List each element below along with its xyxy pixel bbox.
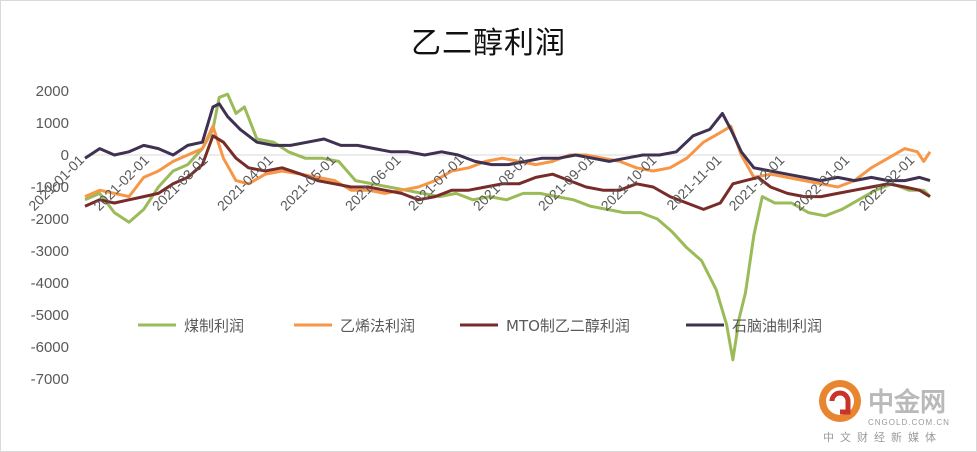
legend: 煤制利润 乙烯法利润 MTO制乙二醇利润 石脑油制利润 [138, 317, 822, 335]
watermark-slogan: 中文财经新媒体 [823, 430, 942, 444]
series-line-2 [84, 124, 932, 199]
y-tick-label: -5000 [31, 307, 69, 324]
y-tick-label: -2000 [31, 211, 69, 228]
chart-title: 乙二醇利润 [411, 26, 566, 61]
legend-label: MTO制乙二醇利润 [506, 317, 630, 335]
x-tick-label: 2021-07-01 [405, 152, 467, 214]
y-tick-label: -1000 [31, 179, 69, 196]
y-tick-label: 0 [61, 147, 69, 164]
y-tick-label: -6000 [31, 339, 69, 356]
x-tick-label: 2021-03-01 [149, 152, 211, 214]
x-tick-label: 2021-06-01 [342, 152, 404, 214]
y-tick-label: -3000 [31, 243, 69, 260]
series-line-4 [84, 102, 931, 183]
legend-label: 石脑油制利润 [732, 317, 822, 335]
y-tick-label: -7000 [31, 371, 69, 388]
legend-label: 乙烯法利润 [340, 317, 415, 335]
x-tick-label: 2021-02-01 [90, 152, 152, 214]
x-tick-label: 2022-02-01 [855, 152, 917, 214]
watermark-domain: CNGOLD.COM.CN [868, 418, 950, 427]
x-tick-label: 2021-04-01 [214, 152, 276, 214]
y-tick-label: -4000 [31, 275, 69, 292]
legend-label: 煤制利润 [184, 317, 244, 335]
watermark-brand: 中金网 [868, 387, 946, 418]
brand-logo [819, 380, 861, 422]
series-line-3 [84, 134, 931, 211]
y-axis: 2000 1000 0 -1000 -2000 -3000 -4000 -5000 -6000 -… [31, 83, 69, 388]
series-group [84, 92, 932, 362]
y-tick-label: 2000 [36, 83, 69, 100]
watermark: 中金网 CNGOLD.COM.CN 中文财经新媒体 [819, 380, 950, 444]
x-tick-label: 2022-01-01 [790, 152, 852, 214]
y-tick-label: 1000 [36, 115, 69, 132]
